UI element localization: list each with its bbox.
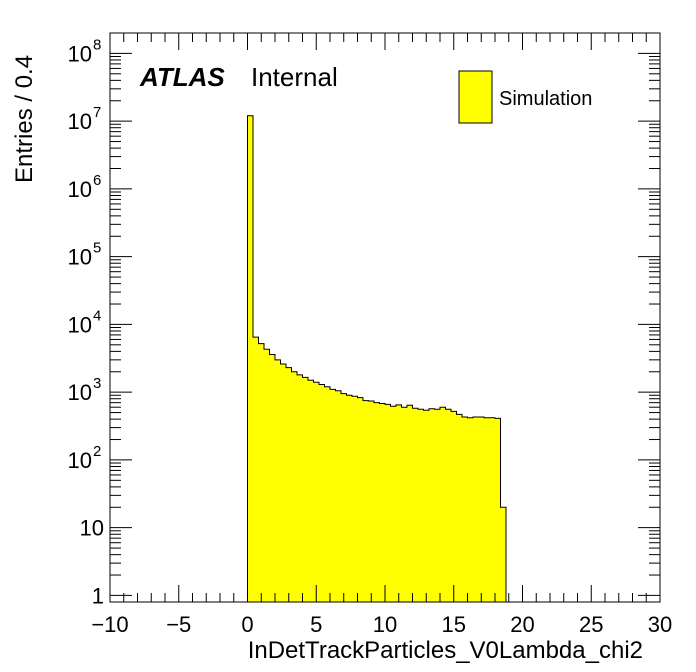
- histogram-bin: [478, 417, 485, 602]
- histogram-bin: [269, 354, 276, 602]
- x-tick-label: −10: [91, 612, 128, 637]
- histogram-bin: [363, 400, 369, 602]
- histogram-bin: [390, 406, 397, 602]
- histogram-bin: [335, 390, 342, 602]
- histogram-bin: [324, 386, 331, 602]
- histogram-bin: [275, 359, 281, 602]
- y-axis-ticks: [110, 32, 660, 596]
- x-axis-title: InDetTrackParticles_V0Lambda_chi2: [248, 637, 643, 664]
- histogram-bin: [412, 408, 419, 602]
- x-axis-ticks: [109, 33, 661, 602]
- y-tick-label: 10: [68, 245, 92, 270]
- histogram-bin: [280, 364, 287, 602]
- histogram-bin: [308, 380, 314, 602]
- y-tick-label: 10: [68, 177, 92, 202]
- histogram-bin: [451, 411, 457, 602]
- x-tick-label: 25: [579, 612, 603, 637]
- x-tick-label: 5: [310, 612, 322, 637]
- histogram-bin: [500, 507, 507, 602]
- histogram-bin: [352, 396, 358, 602]
- y-tick-exponent: 8: [93, 36, 101, 53]
- histogram-bin: [346, 395, 353, 602]
- histogram-bin: [440, 407, 446, 602]
- y-tick-label: 10: [68, 41, 92, 66]
- histogram-bin: [434, 409, 441, 602]
- histogram-bin: [423, 410, 430, 602]
- histogram-bin: [341, 393, 347, 602]
- atlas-status-label: Internal: [251, 62, 338, 92]
- y-tick-exponent: 6: [93, 172, 101, 189]
- y-axis-title: Entries / 0.4: [11, 55, 38, 183]
- y-tick-label: 10: [68, 312, 92, 337]
- x-tick-label: −5: [166, 612, 191, 637]
- y-tick-exponent: 4: [93, 307, 101, 324]
- histogram-bin: [401, 407, 408, 602]
- y-tick-label: 10: [68, 448, 92, 473]
- histogram-bin: [418, 409, 424, 602]
- x-tick-label: 0: [241, 612, 253, 637]
- histogram-bin: [495, 418, 501, 602]
- histogram-bin: [291, 371, 298, 602]
- histogram-bin: [445, 409, 452, 602]
- y-tick-label: 10: [68, 380, 92, 405]
- histogram-bin: [429, 408, 435, 602]
- histogram-bars: [247, 115, 507, 602]
- histogram-bin: [374, 402, 380, 602]
- histogram-bin: [319, 384, 325, 602]
- y-tick-exponent: 3: [93, 375, 101, 392]
- histogram-bin: [253, 337, 259, 602]
- legend-label: Simulation: [499, 88, 592, 110]
- histogram-bin: [258, 343, 265, 602]
- histogram-bin: [484, 417, 490, 602]
- histogram-outline: [247, 115, 507, 602]
- histogram-bin: [473, 417, 479, 602]
- histogram-bin: [264, 349, 270, 602]
- y-tick-label: 10: [68, 109, 92, 134]
- y-tick-exponent: 7: [93, 104, 101, 121]
- histogram-bin: [396, 404, 402, 602]
- histogram-bin: [489, 417, 496, 602]
- x-tick-label: 20: [510, 612, 534, 637]
- histogram-bin: [379, 403, 386, 602]
- histogram-bin: [368, 401, 375, 602]
- histogram-bin: [286, 367, 292, 602]
- x-tick-label: 30: [648, 612, 672, 637]
- histogram-bin: [456, 414, 463, 602]
- x-tick-label: 10: [373, 612, 397, 637]
- histogram-bin: [313, 382, 320, 602]
- histogram-bin: [302, 377, 309, 602]
- histogram-bin: [385, 404, 391, 602]
- y-tick-label: 10: [80, 516, 104, 541]
- atlas-label: ATLAS: [139, 62, 225, 92]
- histogram-bin: [297, 374, 303, 602]
- histogram-bin: [462, 417, 468, 602]
- x-axis-tick-labels: −10 −5 0 5 10 15 20 25 30: [91, 612, 672, 637]
- histogram-bin: [357, 397, 364, 602]
- x-tick-label: 15: [442, 612, 466, 637]
- y-tick-label: 1: [92, 583, 104, 608]
- histogram-bin: [467, 417, 474, 602]
- histogram-bin: [330, 389, 336, 602]
- y-tick-exponent: 5: [93, 240, 101, 257]
- histogram-bin: [407, 405, 413, 602]
- legend-swatch: [458, 70, 493, 124]
- y-tick-exponent: 2: [93, 443, 101, 460]
- histogram-bin: [247, 115, 254, 602]
